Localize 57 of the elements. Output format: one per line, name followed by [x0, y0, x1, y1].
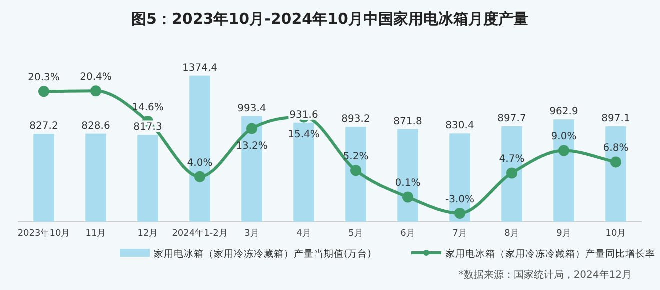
bar — [398, 129, 418, 222]
data-label: 893.2 — [342, 114, 370, 125]
legend-label: 家用电冰箱（家用冷冻冷藏箱）产量同比增长率 — [445, 248, 656, 260]
text: *数据来源：国家统计局，2024年12月 — [458, 269, 632, 281]
x-tick-label: 10月 — [606, 229, 626, 239]
point — [558, 145, 570, 156]
data-label: 962.9 — [550, 106, 578, 118]
data-label: 871.8 — [394, 116, 422, 128]
data-label: 897.1 — [602, 114, 630, 125]
x-tick-label: 7月 — [452, 229, 468, 239]
bar — [606, 126, 626, 222]
data-label: 4.7% — [499, 154, 525, 166]
point — [38, 86, 50, 98]
data-label: 20.4% — [80, 72, 112, 84]
point — [402, 192, 414, 203]
x-tick-label: 8月 — [504, 229, 520, 239]
data-label: -3.0% — [445, 194, 475, 206]
x-tick-label: 12月 — [138, 229, 158, 239]
bar — [554, 120, 574, 222]
chart-title: 图5：2023年10月-2024年10月中国家用电冰箱月度产量 — [132, 10, 528, 28]
data-label: 830.4 — [446, 120, 474, 132]
data-label: 827.2 — [30, 121, 58, 132]
data-label: 6.8% — [603, 143, 629, 154]
bar — [138, 135, 158, 222]
data-label: 4.0% — [187, 158, 213, 169]
point — [90, 86, 102, 97]
point — [350, 165, 362, 176]
point — [610, 156, 622, 168]
bar — [34, 134, 54, 222]
bar — [190, 76, 210, 222]
x-tick-label: 6月 — [400, 229, 416, 239]
bar — [86, 134, 106, 222]
data-label: 993.4 — [238, 103, 266, 114]
data-label: 13.2% — [236, 140, 268, 152]
data-label: 20.3% — [28, 72, 60, 84]
x-tick-label: 5月 — [348, 229, 364, 239]
data-label: 5.2% — [343, 152, 369, 163]
bar — [346, 126, 366, 222]
bar — [502, 126, 522, 222]
data-label: 15.4% — [288, 129, 320, 140]
legend-label: 家用电冰箱（家用冷冻冷藏箱）产量当期值(万台) — [154, 248, 372, 260]
x-tick-label: 3月 — [244, 229, 260, 239]
point — [506, 168, 518, 179]
point — [454, 208, 466, 219]
data-label: 0.1% — [395, 178, 421, 190]
point — [246, 123, 258, 134]
data-label: 828.6 — [82, 120, 110, 132]
data-label: 14.6% — [132, 102, 164, 114]
x-tick-label: 2024年1-2月 — [172, 228, 228, 239]
data-label: 1374.4 — [182, 62, 218, 74]
x-tick-label: 2023年10月 — [18, 228, 70, 239]
point — [194, 171, 206, 182]
data-label: 9.0% — [551, 132, 577, 143]
x-tick-label: 11月 — [86, 229, 106, 239]
x-tick-label: 4月 — [296, 229, 312, 239]
data-label: 897.7 — [498, 114, 526, 125]
x-tick-label: 9月 — [556, 229, 572, 239]
